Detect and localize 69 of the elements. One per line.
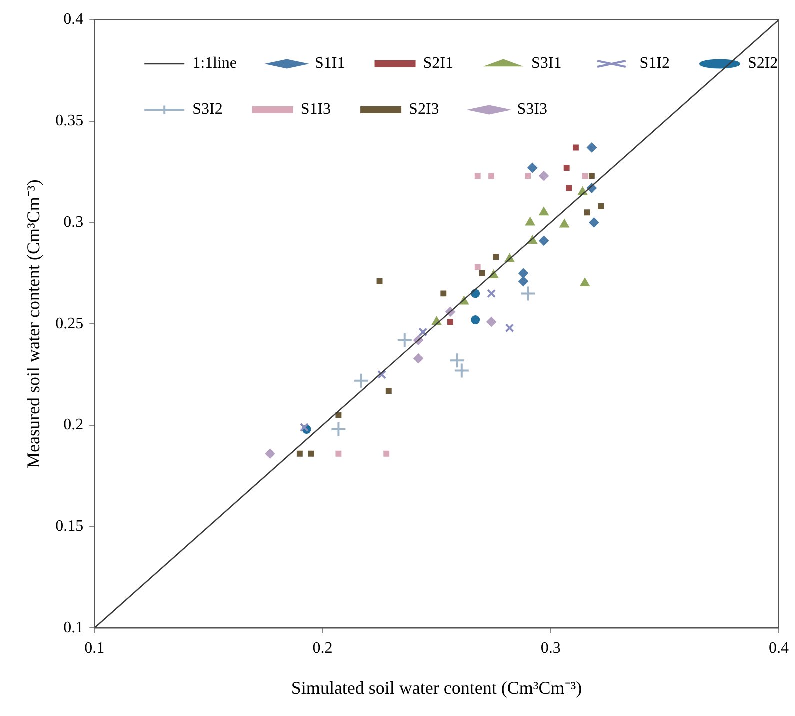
point xyxy=(378,370,387,380)
y-tick-label: 0.35 xyxy=(56,112,84,130)
point xyxy=(566,185,572,192)
point xyxy=(572,144,579,151)
point xyxy=(448,319,454,326)
point xyxy=(487,289,496,298)
legend-label: 1:1line xyxy=(192,55,238,72)
point xyxy=(471,316,480,325)
point xyxy=(580,278,590,287)
point xyxy=(396,332,413,348)
point xyxy=(336,450,342,457)
y-tick-label: 0.25 xyxy=(56,315,84,332)
x-axis-title: Simulated soil water content (Cm³Cm⁻³) xyxy=(291,678,582,698)
point xyxy=(300,422,310,432)
point xyxy=(539,171,550,182)
x-tick-label: 0.3 xyxy=(540,640,561,658)
point xyxy=(518,276,528,287)
point xyxy=(505,324,514,333)
point xyxy=(528,162,538,173)
point xyxy=(486,317,497,328)
point xyxy=(525,173,532,180)
point xyxy=(582,173,588,180)
point xyxy=(336,412,342,418)
point xyxy=(296,450,303,457)
point xyxy=(354,372,370,389)
legend-label: S3I3 xyxy=(517,101,548,118)
point xyxy=(539,207,549,216)
legend-label: S1I3 xyxy=(300,101,332,118)
point xyxy=(539,236,550,246)
legend-label: S1I2 xyxy=(640,55,670,72)
point xyxy=(440,290,447,297)
x-tick-label: 0.1 xyxy=(84,640,105,658)
y-tick-label: 0.4 xyxy=(64,11,84,28)
point xyxy=(474,173,481,180)
legend-label: S2I2 xyxy=(748,55,778,72)
y-tick-label: 0.2 xyxy=(64,416,84,434)
point xyxy=(386,388,392,394)
legend-label: S2I1 xyxy=(423,55,454,72)
point xyxy=(526,217,536,226)
point xyxy=(564,165,570,171)
y-axis-title: Measured soil water content (Cm³Cm⁻³) xyxy=(24,180,44,468)
point xyxy=(589,218,600,228)
legend-label: S3I1 xyxy=(531,55,562,72)
y-tick-label: 0.3 xyxy=(64,214,84,231)
legend-label: S1I1 xyxy=(315,55,346,72)
point xyxy=(414,354,424,364)
point xyxy=(493,254,500,260)
legend-label: S3I2 xyxy=(192,101,223,118)
point xyxy=(418,328,428,337)
point xyxy=(588,173,595,180)
point xyxy=(598,204,604,210)
x-tick-label: 0.4 xyxy=(769,640,789,658)
point xyxy=(518,268,528,278)
point xyxy=(584,210,590,216)
legend-label: S2I3 xyxy=(409,101,440,118)
point xyxy=(520,286,536,302)
point xyxy=(586,142,597,153)
point xyxy=(376,278,383,284)
y-tick-label: 0.15 xyxy=(56,518,84,536)
point xyxy=(265,448,276,459)
point xyxy=(330,422,347,438)
point xyxy=(384,450,390,457)
y-tick-label: 0.1 xyxy=(64,619,84,636)
point xyxy=(560,219,570,228)
point xyxy=(308,450,314,457)
point xyxy=(474,264,481,270)
x-tick-label: 0.2 xyxy=(312,640,333,658)
point xyxy=(488,173,495,180)
point xyxy=(479,270,486,276)
